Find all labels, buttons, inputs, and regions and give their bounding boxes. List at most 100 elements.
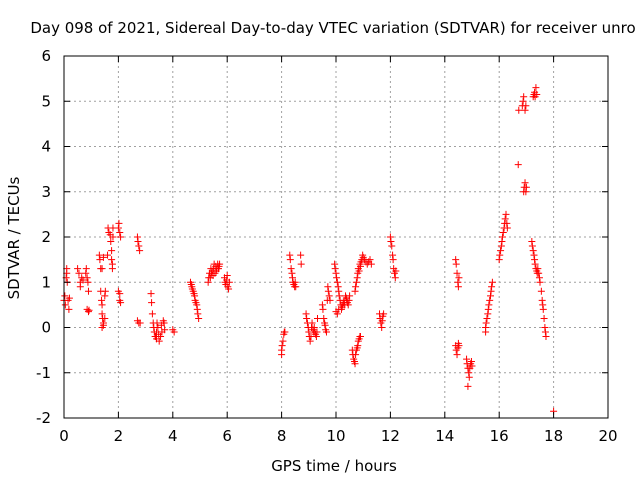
- data-point: [521, 179, 529, 187]
- data-point: [135, 242, 143, 250]
- data-point: [107, 238, 115, 246]
- data-point: [223, 271, 231, 279]
- data-point: [351, 287, 359, 295]
- data-point: [389, 256, 397, 264]
- y-tick-label: -2: [36, 409, 51, 427]
- data-point: [532, 84, 540, 92]
- data-point: [391, 274, 399, 282]
- data-point: [483, 314, 491, 322]
- data-point: [335, 292, 343, 300]
- data-point: [287, 265, 295, 273]
- data-point: [324, 283, 332, 291]
- x-tick-label: 20: [598, 427, 617, 445]
- data-point: [84, 308, 92, 316]
- data-point: [463, 355, 471, 363]
- data-point: [352, 278, 360, 286]
- data-point: [515, 106, 523, 114]
- data-point: [225, 278, 233, 286]
- data-point: [161, 326, 169, 334]
- data-point: [286, 251, 294, 259]
- data-point: [216, 260, 224, 268]
- data-point: [352, 283, 360, 291]
- data-point: [528, 238, 536, 246]
- data-point: [501, 215, 509, 223]
- data-point: [292, 283, 300, 291]
- data-point: [520, 93, 528, 101]
- x-tick-label: 10: [326, 427, 345, 445]
- data-point: [495, 256, 503, 264]
- data-point: [82, 269, 90, 277]
- data-point: [101, 287, 109, 295]
- y-axis-label: SDTVAR / TECUs: [5, 176, 23, 299]
- y-tick-label: 3: [41, 183, 51, 201]
- data-point: [116, 290, 124, 298]
- data-point: [157, 333, 165, 341]
- data-point: [160, 319, 168, 327]
- data-point: [306, 337, 314, 345]
- data-point: [367, 260, 375, 268]
- data-point: [486, 296, 494, 304]
- data-point: [288, 274, 296, 282]
- data-point: [79, 276, 87, 284]
- data-point: [452, 260, 460, 268]
- y-tick-label: 5: [41, 92, 51, 110]
- data-point: [288, 269, 296, 277]
- data-point: [335, 305, 343, 313]
- data-point: [134, 238, 142, 246]
- data-point: [65, 305, 73, 313]
- data-point: [98, 265, 106, 273]
- data-point: [484, 310, 492, 318]
- data-point: [488, 283, 496, 291]
- data-point: [331, 265, 339, 273]
- data-point: [502, 210, 510, 218]
- data-point: [453, 351, 461, 359]
- data-point: [389, 251, 397, 259]
- data-point: [542, 333, 550, 341]
- data-point: [539, 305, 547, 313]
- data-point: [528, 242, 536, 250]
- data-point: [291, 278, 299, 286]
- data-point: [531, 260, 539, 268]
- data-point: [452, 256, 460, 264]
- data-point: [334, 283, 342, 291]
- data-point: [101, 314, 109, 322]
- data-point: [279, 337, 287, 345]
- data-point: [533, 90, 541, 98]
- data-point: [319, 305, 327, 313]
- data-point: [355, 267, 363, 275]
- data-point: [193, 301, 201, 309]
- data-point: [133, 233, 141, 241]
- x-tick-label: 12: [381, 427, 400, 445]
- data-point: [352, 351, 360, 359]
- data-point: [313, 328, 321, 336]
- data-point: [346, 292, 354, 300]
- data-point: [378, 317, 386, 325]
- y-tick-label: 6: [41, 47, 51, 65]
- x-tick-label: 2: [114, 427, 124, 445]
- data-point: [191, 292, 199, 300]
- data-point: [194, 310, 202, 318]
- data-point: [325, 292, 333, 300]
- data-point: [535, 274, 543, 282]
- x-tick-label: 14: [435, 427, 454, 445]
- data-point: [537, 287, 545, 295]
- data-point: [454, 278, 462, 286]
- data-point: [109, 233, 117, 241]
- data-point: [345, 296, 353, 304]
- data-point: [522, 183, 530, 191]
- data-point: [61, 301, 69, 309]
- data-point: [455, 274, 463, 282]
- data-point: [453, 269, 461, 277]
- data-point: [98, 296, 106, 304]
- data-point: [302, 310, 310, 318]
- data-point: [534, 265, 542, 273]
- data-point: [498, 233, 506, 241]
- data-point: [114, 224, 122, 232]
- data-point: [386, 233, 394, 241]
- data-point: [278, 351, 286, 359]
- data-point: [488, 278, 496, 286]
- data-point: [387, 238, 395, 246]
- y-tick-label: -1: [36, 364, 51, 382]
- data-point: [522, 188, 530, 196]
